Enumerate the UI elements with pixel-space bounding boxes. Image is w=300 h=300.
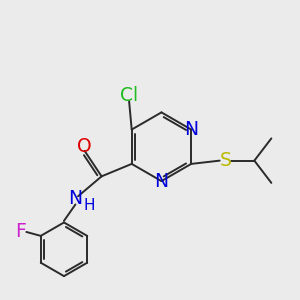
Text: S: S bbox=[220, 151, 232, 170]
Text: H: H bbox=[83, 198, 95, 213]
Text: Cl: Cl bbox=[120, 86, 138, 105]
Text: N: N bbox=[68, 189, 83, 208]
Text: N: N bbox=[154, 172, 169, 190]
Text: O: O bbox=[77, 137, 92, 156]
Text: F: F bbox=[15, 223, 26, 242]
Text: N: N bbox=[184, 120, 198, 139]
